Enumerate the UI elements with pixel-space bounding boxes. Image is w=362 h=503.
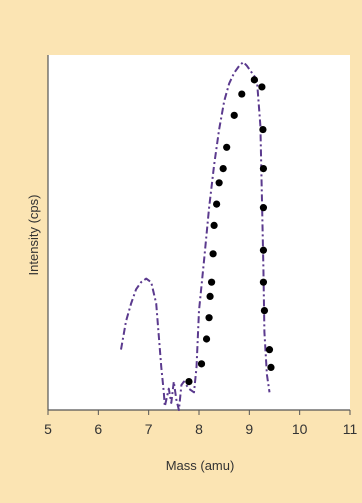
- series-markers-group: [185, 76, 275, 386]
- data-point: [265, 346, 274, 354]
- data-point: [259, 246, 268, 254]
- data-point: [207, 278, 216, 286]
- data-point: [210, 221, 218, 229]
- data-point: [250, 76, 258, 84]
- data-point: [259, 165, 268, 173]
- data-point: [259, 278, 268, 286]
- plot-area: [48, 55, 350, 410]
- x-tick-label: 10: [292, 421, 308, 437]
- x-axis-title: Mass (amu): [166, 458, 235, 473]
- x-tick-label: 11: [343, 421, 358, 437]
- x-tick-label: 7: [145, 421, 153, 437]
- x-axis-tick-labels: 5 6 7 8 9 10 11: [44, 421, 357, 437]
- x-tick-label: 6: [94, 421, 102, 437]
- data-point: [238, 90, 246, 98]
- data-point: [197, 360, 206, 368]
- data-point: [230, 111, 238, 119]
- data-point: [219, 165, 227, 173]
- y-axis-title: Intensity (cps): [26, 195, 41, 276]
- data-point: [205, 314, 213, 322]
- data-point: [185, 378, 193, 386]
- x-tick-label: 5: [44, 421, 52, 437]
- x-axis-ticks: [47, 410, 351, 415]
- data-point: [209, 250, 217, 258]
- x-tick-label: 8: [195, 421, 203, 437]
- data-point: [259, 125, 267, 134]
- data-point: [259, 204, 268, 212]
- data-point: [258, 83, 266, 91]
- data-point: [206, 292, 214, 300]
- data-point: [260, 307, 269, 315]
- data-point: [267, 363, 275, 371]
- data-point: [215, 179, 223, 187]
- x-tick-label: 9: [245, 421, 253, 437]
- data-point: [213, 200, 221, 208]
- data-point: [202, 335, 211, 343]
- data-point: [223, 143, 231, 151]
